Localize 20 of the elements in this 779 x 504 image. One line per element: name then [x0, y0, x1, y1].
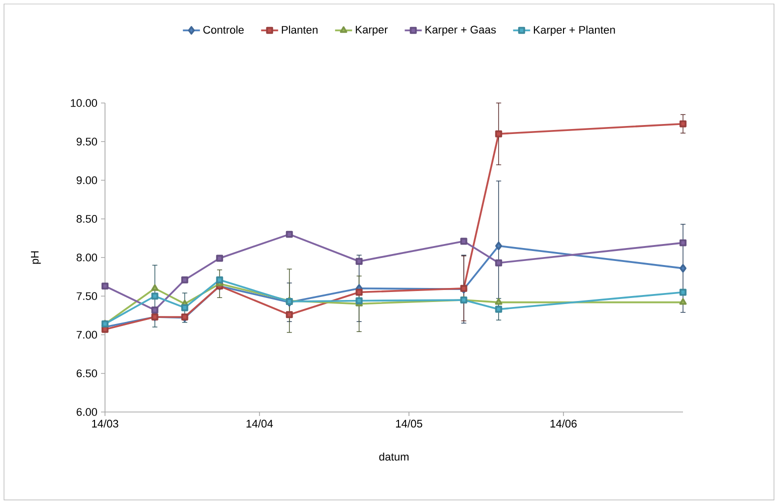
- y-axis-title: pH: [30, 251, 41, 264]
- x-tick-label: 14/05: [396, 420, 422, 428]
- legend-label: Karper + Planten: [534, 26, 615, 36]
- legend-label: Planten: [282, 26, 318, 34]
- x-tick-label: 14/06: [550, 420, 577, 428]
- y-tick-label: 6.50: [76, 369, 98, 378]
- y-tick-label: 10.00: [70, 99, 98, 107]
- x-tick-label: 14/04: [246, 420, 273, 428]
- y-tick-label: 8.50: [76, 214, 98, 223]
- y-tick-label: 9.50: [76, 138, 98, 146]
- y-tick-label: 7.00: [76, 330, 98, 339]
- y-tick-label: 6.00: [76, 408, 98, 416]
- y-tick-label: 9.00: [76, 176, 98, 184]
- y-tick-label: 7.50: [76, 292, 98, 300]
- legend-label: Controle: [203, 26, 244, 34]
- y-tick-label: 8.00: [76, 254, 98, 262]
- x-tick-label: 14/03: [92, 420, 118, 428]
- legend-label: Karper: [356, 26, 388, 36]
- x-axis-title: datum: [379, 452, 409, 461]
- legend-label: Karper + Gaas: [426, 26, 496, 36]
